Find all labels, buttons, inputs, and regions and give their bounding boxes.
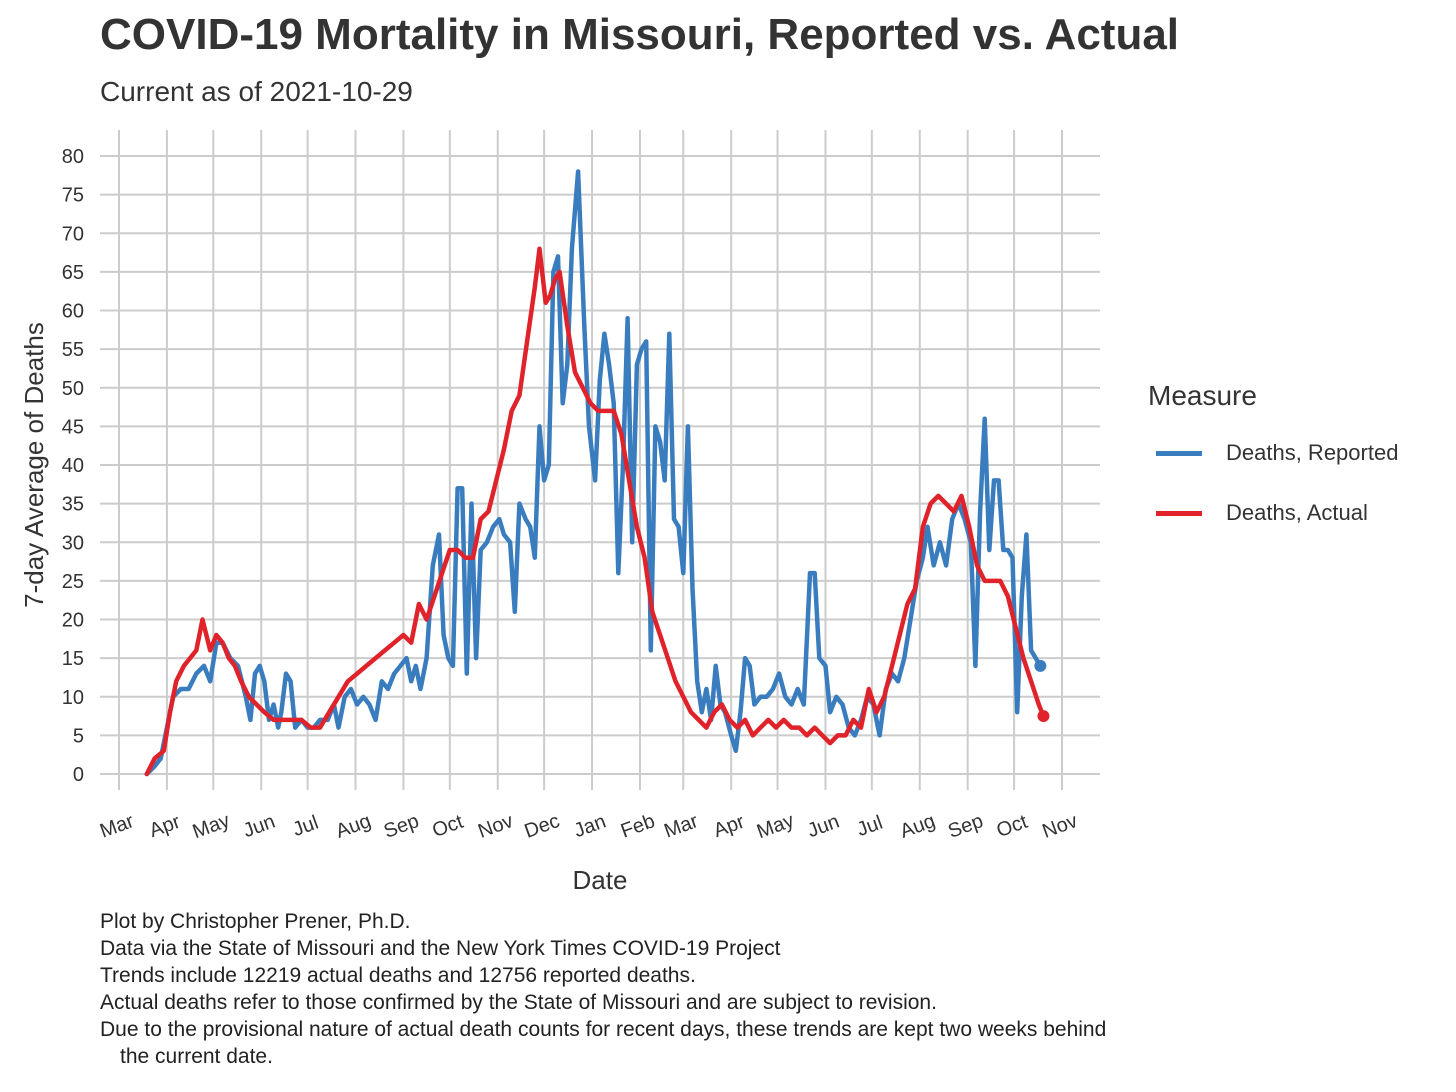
- y-tick-label: 0: [73, 764, 84, 786]
- x-tick-label: Sep: [945, 810, 986, 843]
- y-tick-label: 30: [62, 532, 84, 554]
- legend-label-actual: Deaths, Actual: [1226, 500, 1368, 525]
- legend-item-reported: Deaths, Reported: [1148, 438, 1398, 468]
- legend-title: Measure: [1148, 380, 1257, 411]
- caption-line: the current date.: [120, 1045, 273, 1068]
- grid: [100, 130, 1100, 790]
- x-tick-label: Mar: [97, 810, 137, 843]
- y-tick-label: 55: [62, 339, 84, 361]
- x-tick-label: Jul: [290, 812, 322, 841]
- y-tick-label: 35: [62, 494, 84, 516]
- x-tick-label: Oct: [994, 811, 1031, 842]
- x-axis-label: Date: [573, 865, 628, 895]
- x-tick-label: Feb: [618, 810, 658, 842]
- y-axis-label: 7-day Average of Deaths: [19, 322, 49, 608]
- legend: Measure Deaths, Reported Deaths, Actual: [1148, 380, 1398, 558]
- caption: Plot by Christopher Prener, Ph.D. Data v…: [100, 908, 1106, 1070]
- series-line-actual: [144, 246, 1046, 777]
- series-endpoint-actual: [1037, 710, 1050, 723]
- x-tick-label: Apr: [146, 811, 183, 842]
- legend-swatch-actual: [1156, 510, 1202, 516]
- y-tick-label: 40: [62, 455, 84, 477]
- caption-line: Trends include 12219 actual deaths and 1…: [100, 964, 696, 987]
- caption-line: Data via the State of Missouri and the N…: [100, 937, 781, 960]
- chart-title: COVID-19 Mortality in Missouri, Reported…: [100, 10, 1180, 59]
- y-tick-label: 50: [62, 378, 84, 400]
- legend-item-actual: Deaths, Actual: [1148, 498, 1398, 528]
- x-tick-label: Jan: [571, 811, 609, 843]
- y-tick-label: 15: [62, 648, 84, 670]
- y-tick-label: 70: [62, 223, 84, 245]
- x-tick-label: Aug: [333, 810, 374, 843]
- legend-label-reported: Deaths, Reported: [1226, 440, 1399, 465]
- x-tick-label: Apr: [711, 811, 748, 842]
- y-tick-label: 75: [62, 185, 84, 207]
- x-tick-label: Jun: [240, 811, 278, 843]
- x-tick-label: Oct: [429, 811, 466, 842]
- y-tick-label: 5: [73, 725, 84, 747]
- y-tick-label: 20: [62, 610, 84, 632]
- y-tick-label: 60: [62, 301, 84, 323]
- x-tick-label: May: [754, 810, 797, 844]
- x-tick-label: Mar: [661, 810, 701, 843]
- y-tick-label: 45: [62, 416, 84, 438]
- y-tick-label: 65: [62, 262, 84, 284]
- x-tick-label: Jun: [805, 811, 843, 843]
- y-tick-label: 10: [62, 687, 84, 709]
- chart-subtitle: Current as of 2021-10-29: [100, 76, 413, 107]
- x-tick-label: Dec: [522, 810, 563, 843]
- caption-line: Plot by Christopher Prener, Ph.D.: [100, 910, 411, 933]
- legend-swatch-reported: [1156, 450, 1202, 456]
- x-tick-label: Aug: [897, 810, 938, 843]
- x-tick-label: Nov: [475, 810, 516, 843]
- x-tick-label: Nov: [1039, 810, 1080, 843]
- y-tick-label: 80: [62, 146, 84, 168]
- y-tick-label: 25: [62, 571, 84, 593]
- series-endpoint-reported: [1034, 659, 1047, 672]
- x-tick-label: May: [190, 810, 233, 844]
- x-tick-label: Sep: [381, 810, 422, 843]
- caption-line: Actual deaths refer to those confirmed b…: [100, 991, 937, 1014]
- x-tick-label: Jul: [854, 812, 886, 841]
- caption-line: Due to the provisional nature of actual …: [100, 1018, 1107, 1041]
- series-line-reported: [144, 169, 1043, 777]
- series: [144, 169, 1050, 777]
